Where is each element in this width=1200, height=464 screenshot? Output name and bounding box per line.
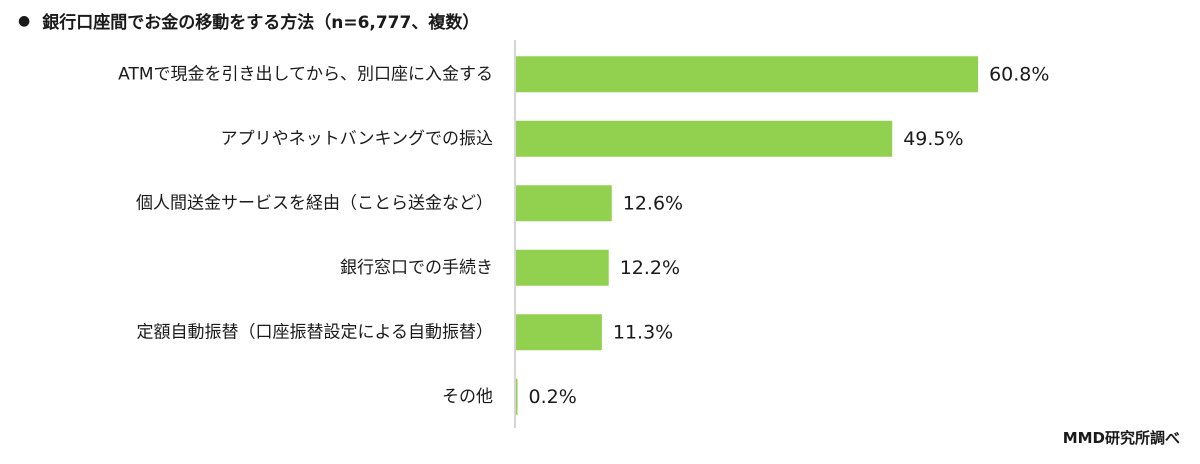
bar [516,185,612,222]
category-label: 個人間送金サービスを経由（ことら送金など） [136,193,493,213]
data-label: 0.2% [529,386,577,408]
bar [516,249,609,286]
bar [516,378,518,415]
chart-title-text: 銀行口座間でお金の移動をする方法（n=6,777、複数） [42,13,480,33]
data-label: 60.8% [989,63,1049,85]
data-label: 11.3% [613,321,673,343]
data-label: 12.6% [623,192,683,214]
category-label: ATMで現金を引き出してから、別口座に入金する [118,64,493,84]
category-label: 定額自動振替（口座振替設定による自動振替） [137,322,494,342]
data-label: 12.2% [620,257,680,279]
category-label: アプリやネットバンキングでの振込 [221,129,493,149]
category-label: その他 [442,387,493,407]
category-label: 銀行窓口での手続き [340,258,493,278]
bar [516,314,602,351]
source-credit: MMD研究所調べ [1062,429,1180,447]
chart-title: ● 銀行口座間でお金の移動をする方法（n=6,777、複数） [18,8,480,34]
bar [516,56,979,93]
data-label: 49.5% [903,128,963,150]
title-bullet: ● [18,12,31,29]
bar [516,120,893,157]
